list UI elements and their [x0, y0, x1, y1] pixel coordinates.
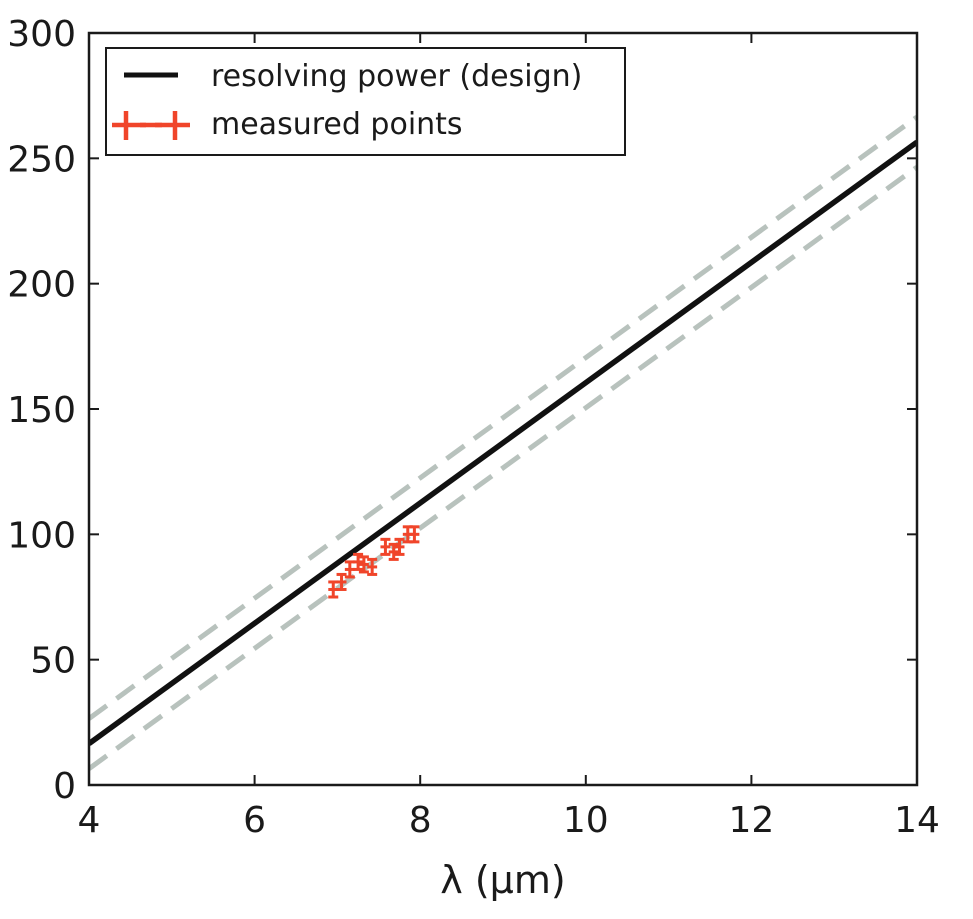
- measured-points-layer: [328, 525, 420, 599]
- legend-design-label: resolving power (design): [211, 59, 582, 94]
- series-line-lower-bound: [89, 165, 917, 771]
- y-tick-label: 300: [7, 14, 76, 55]
- series-line-resolving-power-design-: [89, 139, 917, 746]
- y-tick-label: 100: [7, 515, 76, 556]
- x-tick-label: 8: [409, 800, 432, 841]
- x-axis-label: λ (μm): [440, 858, 565, 902]
- legend-measured-swatch: [112, 111, 190, 140]
- measured-point: [388, 542, 399, 561]
- y-tick-label: 150: [7, 390, 76, 431]
- measured-point: [353, 552, 364, 571]
- x-tick-label: 14: [894, 800, 940, 841]
- measured-point: [358, 555, 369, 574]
- y-tick-label: 250: [7, 139, 76, 180]
- legend-measured-label: measured points: [211, 107, 463, 142]
- legend: resolving power (design) measured points: [105, 47, 626, 156]
- x-tick-label: 12: [728, 800, 774, 841]
- measured-point: [367, 557, 378, 576]
- plot-background: [89, 33, 917, 785]
- series-layer: [89, 114, 917, 771]
- x-tick-label: 4: [78, 800, 101, 841]
- measured-point: [394, 537, 405, 556]
- x-tick-label: 6: [243, 800, 266, 841]
- y-tick-label: 200: [7, 265, 76, 306]
- series-line-upper-bound: [89, 114, 917, 721]
- measured-point: [409, 525, 420, 544]
- measured-point: [336, 572, 347, 591]
- legend-frame: [105, 47, 626, 156]
- y-tick-label: 0: [53, 766, 76, 807]
- measured-point: [380, 537, 391, 556]
- ticks-layer: 4 6 8 10 12 14 0 50 100 150 200 250 300: [7, 14, 940, 841]
- y-tick-label: 50: [30, 641, 76, 682]
- x-tick-label: 10: [563, 800, 609, 841]
